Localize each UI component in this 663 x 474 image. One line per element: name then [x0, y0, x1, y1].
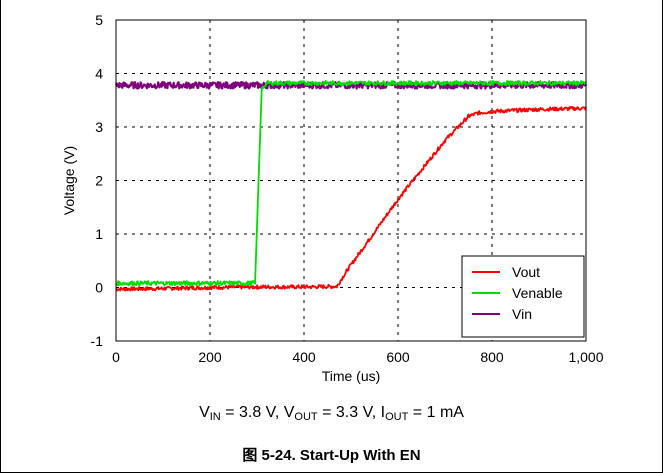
y-tick-label: 3: [95, 119, 103, 135]
x-axis-label: Time (us): [322, 368, 381, 384]
legend: Vout Venable Vin: [461, 255, 585, 338]
plot-area-border: [115, 19, 587, 342]
series-line-venable: [115, 80, 587, 287]
ticks: 0 200 400 600 800 1,000 -1 0 1 2 3 4 5: [91, 12, 604, 365]
y-axis-label: Voltage (V): [61, 146, 77, 215]
legend-label: Vout: [512, 264, 540, 280]
cond-in-sub: IN: [209, 411, 221, 423]
y-tick-label: 2: [95, 173, 103, 189]
test-conditions-caption: VIN = 3.8 V, VOUT = 3.3 V, IOUT = 1 mA: [0, 404, 663, 423]
y-tick-label: 5: [95, 12, 103, 28]
x-tick-label: 800: [480, 349, 504, 365]
grid: [116, 20, 586, 341]
cond-part3: = 1 mA: [408, 404, 464, 421]
legend-box: [461, 255, 585, 338]
x-tick-label: 400: [292, 349, 316, 365]
x-tick-label: 0: [112, 349, 120, 365]
y-tick-label: 4: [95, 66, 103, 82]
chart: 0 200 400 600 800 1,000 -1 0 1 2 3 4 5 Voltage (V) T…: [61, 12, 604, 384]
cond-part1: = 3.8 V, V: [220, 404, 295, 421]
cond-out-sub: OUT: [294, 411, 318, 423]
y-tick-label: 0: [95, 280, 103, 296]
series-layer: [114, 80, 588, 292]
legend-label: Vin: [512, 306, 532, 322]
cond-v: V: [199, 404, 210, 421]
x-tick-label: 1,000: [568, 349, 603, 365]
cond-part2: = 3.3 V, I: [317, 404, 386, 421]
x-tick-label: 200: [198, 349, 222, 365]
legend-label: Venable: [512, 285, 563, 301]
x-tick-label: 600: [386, 349, 410, 365]
figure-caption: 图 5-24. Start-Up With EN: [242, 447, 421, 464]
cond-iout-sub: OUT: [385, 411, 409, 423]
y-tick-label: 1: [95, 226, 103, 242]
y-tick-label: -1: [91, 333, 104, 349]
series-line-vout: [115, 106, 587, 292]
